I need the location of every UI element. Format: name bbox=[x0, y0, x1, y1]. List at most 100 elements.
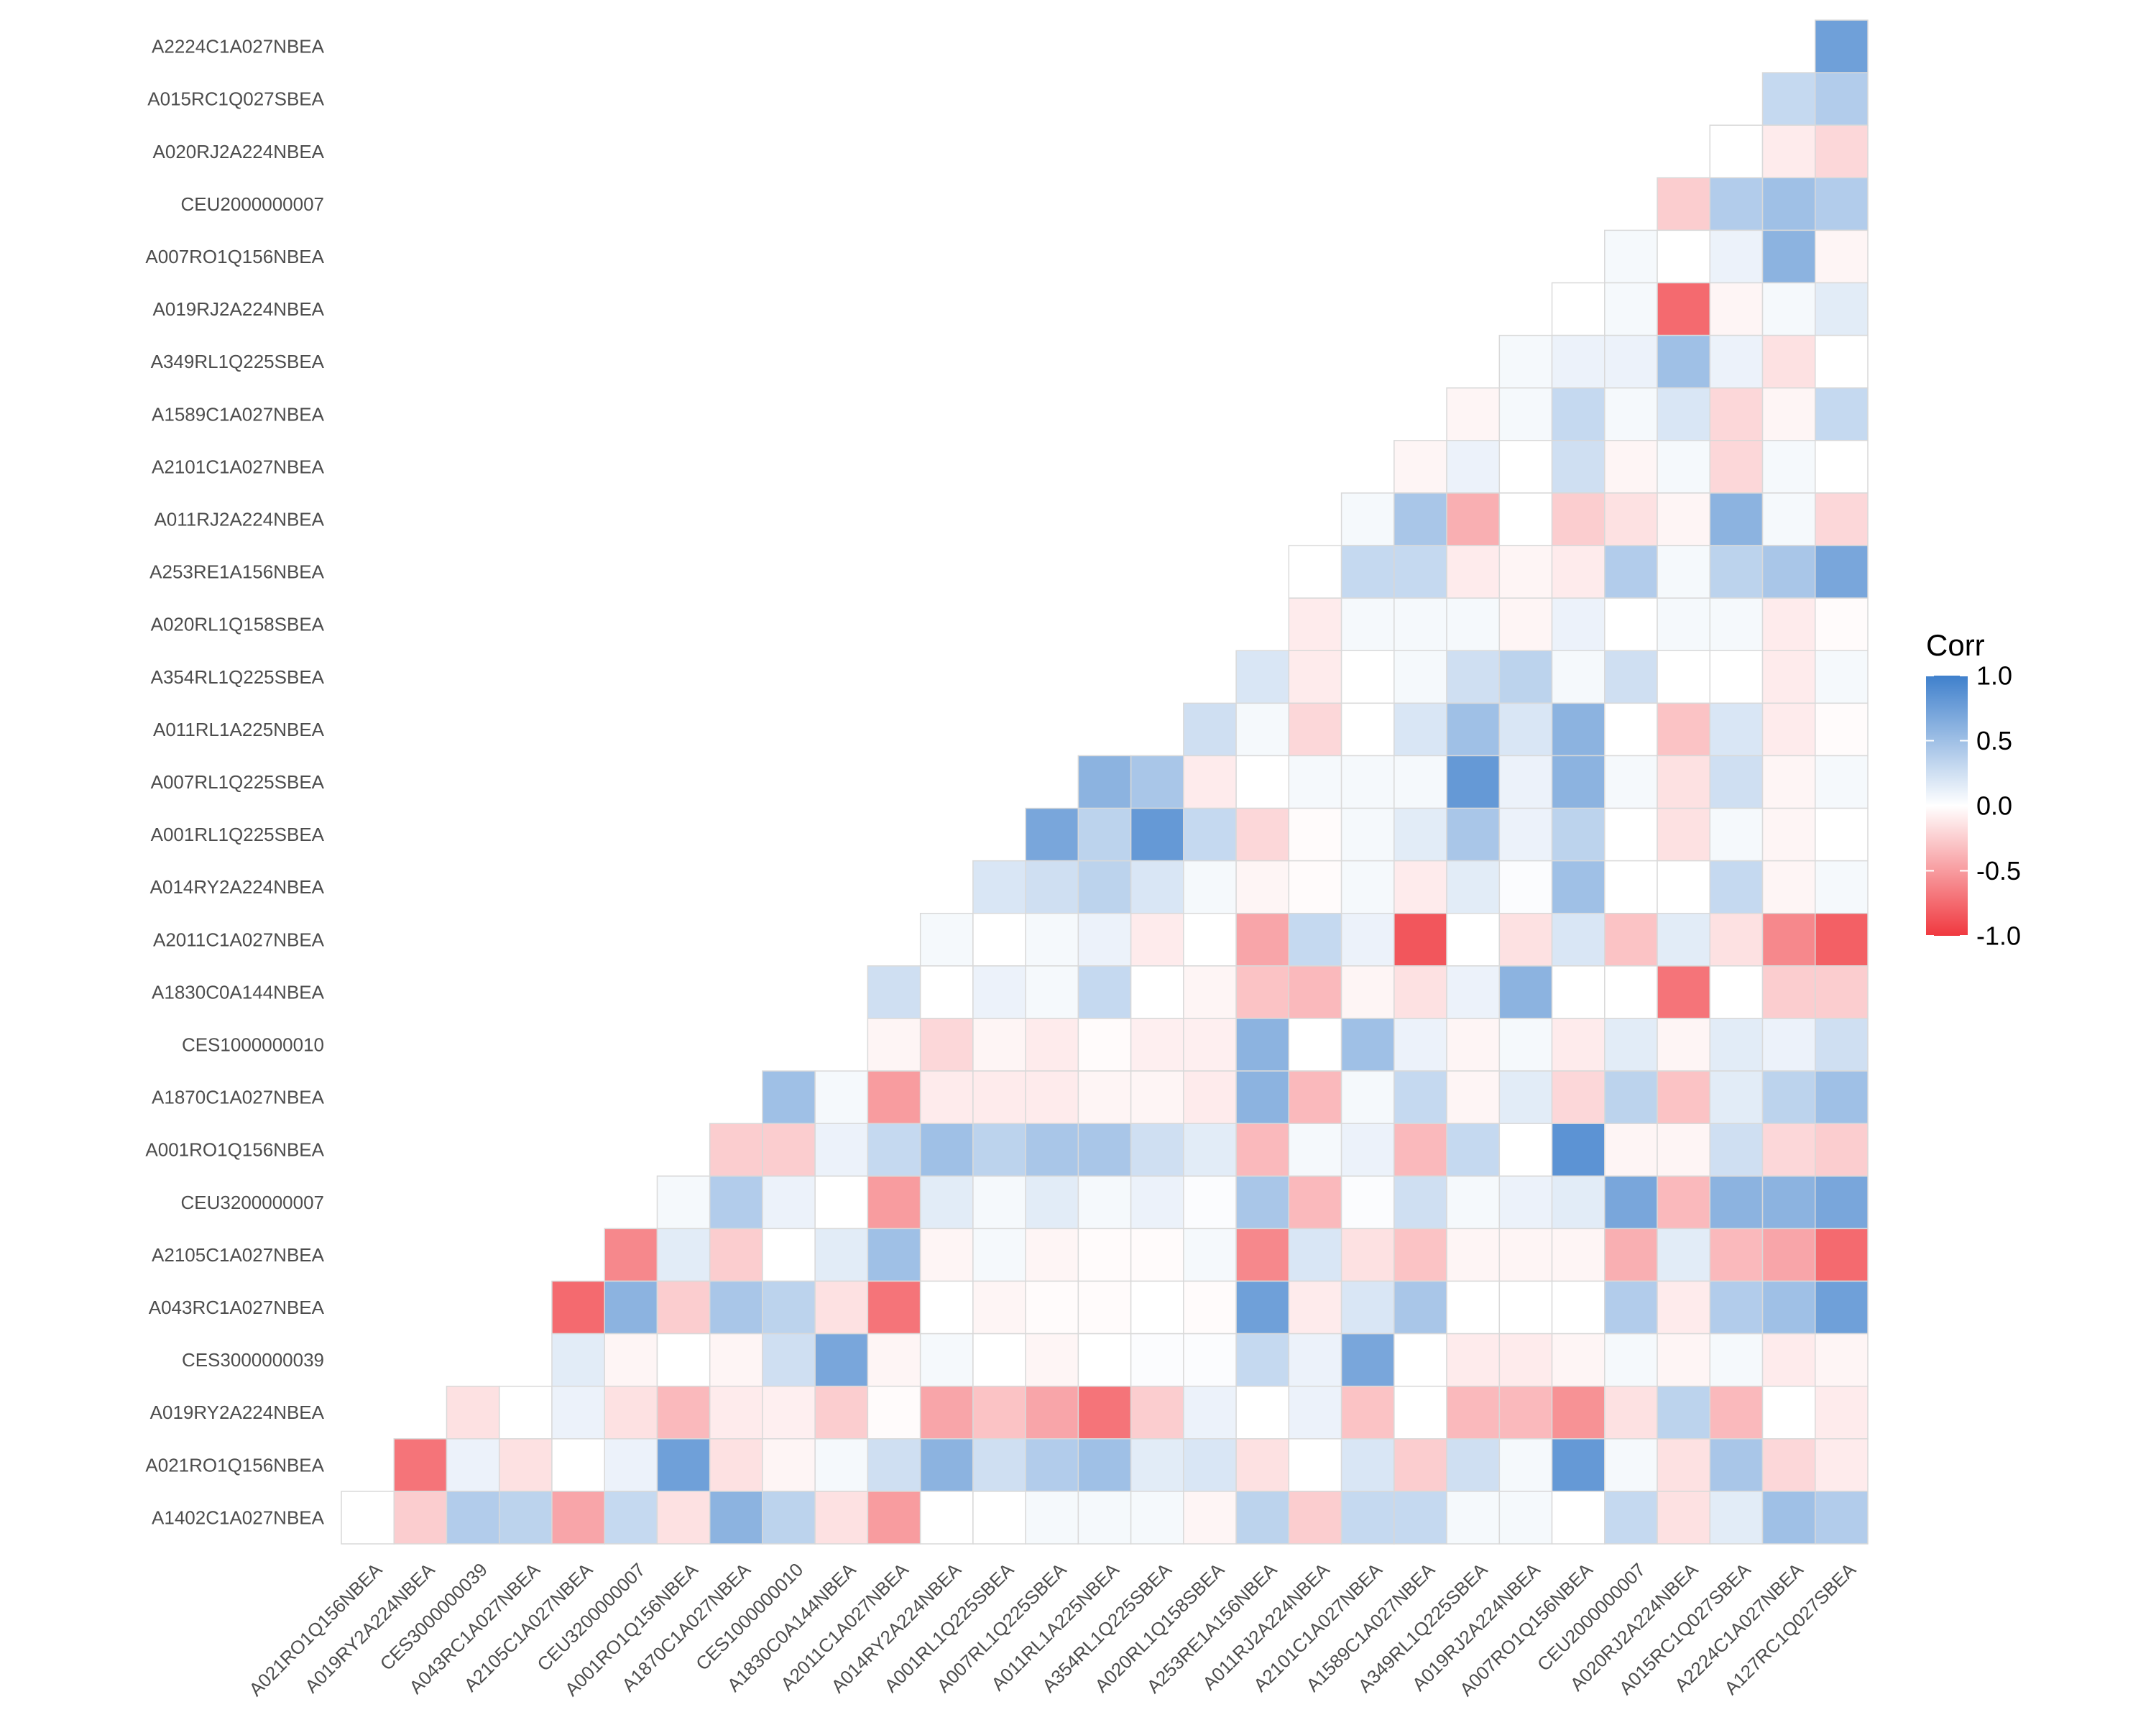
heatmap-cell bbox=[1815, 1018, 1869, 1072]
heatmap-cell bbox=[1183, 702, 1237, 757]
row-label: A1589C1A027NBEA bbox=[152, 403, 325, 425]
heatmap-cell bbox=[656, 1333, 711, 1387]
heatmap-cell bbox=[1130, 860, 1184, 914]
heatmap-cell bbox=[1446, 440, 1501, 494]
heatmap-cell bbox=[919, 1070, 974, 1124]
heatmap-cell bbox=[919, 1018, 974, 1072]
heatmap-cell bbox=[1498, 1228, 1553, 1282]
heatmap-cell bbox=[1551, 282, 1606, 336]
heatmap-cell bbox=[1657, 702, 1711, 757]
heatmap-cell bbox=[1761, 545, 1816, 599]
row-label: A001RL1Q225SBEA bbox=[151, 824, 325, 845]
heatmap-cell bbox=[1393, 755, 1447, 809]
heatmap-cell bbox=[972, 1123, 1026, 1177]
heatmap-cell bbox=[1288, 807, 1342, 862]
heatmap-cell bbox=[919, 1228, 974, 1282]
row-label: A015RC1Q027SBEA bbox=[147, 88, 324, 110]
heatmap-cell bbox=[1288, 1280, 1342, 1335]
heatmap-cells bbox=[341, 19, 1869, 1545]
heatmap-cell bbox=[1235, 702, 1290, 757]
heatmap-cell bbox=[709, 1385, 763, 1440]
heatmap-cell bbox=[1446, 1333, 1501, 1387]
heatmap-cell bbox=[1761, 440, 1816, 494]
heatmap-cell bbox=[1340, 1018, 1395, 1072]
heatmap-cell bbox=[1446, 650, 1501, 704]
heatmap-cell bbox=[919, 1385, 974, 1440]
heatmap-cell bbox=[1709, 124, 1764, 179]
row-label: CES1000000010 bbox=[182, 1034, 324, 1056]
heatmap-cell bbox=[1709, 650, 1764, 704]
heatmap-cell bbox=[1025, 965, 1079, 1019]
heatmap-cell bbox=[1130, 1228, 1184, 1282]
heatmap-cell bbox=[972, 1333, 1026, 1387]
heatmap-cell bbox=[1761, 229, 1816, 284]
heatmap-cell bbox=[1446, 1018, 1501, 1072]
heatmap-cell bbox=[867, 1333, 921, 1387]
heatmap-cell bbox=[1604, 1123, 1658, 1177]
heatmap-cell bbox=[1235, 1280, 1290, 1335]
heatmap-cell bbox=[1340, 913, 1395, 967]
legend-title: Corr bbox=[1926, 628, 1985, 662]
heatmap-cell bbox=[1761, 807, 1816, 862]
heatmap-cell bbox=[656, 1228, 711, 1282]
heatmap-cell bbox=[1340, 965, 1395, 1019]
heatmap-cell bbox=[1235, 1438, 1290, 1492]
heatmap-cell bbox=[1498, 913, 1553, 967]
heatmap-cell bbox=[1815, 1228, 1869, 1282]
heatmap-cell bbox=[867, 1228, 921, 1282]
row-label: A021RO1Q156NBEA bbox=[145, 1454, 324, 1476]
heatmap-cell bbox=[1183, 1018, 1237, 1072]
row-label: A2105C1A027NBEA bbox=[152, 1244, 325, 1266]
heatmap-cell bbox=[1025, 1491, 1079, 1545]
heatmap-cell bbox=[1340, 1491, 1395, 1545]
heatmap-cell bbox=[1235, 913, 1290, 967]
heatmap-cell bbox=[1130, 1123, 1184, 1177]
heatmap-cell bbox=[1657, 650, 1711, 704]
heatmap-cell bbox=[1340, 1175, 1395, 1230]
heatmap-cell bbox=[1340, 492, 1395, 546]
heatmap-cell bbox=[1446, 1385, 1501, 1440]
heatmap-cell bbox=[972, 1438, 1026, 1492]
heatmap-cell bbox=[446, 1438, 500, 1492]
row-label: A011RL1A225NBEA bbox=[153, 719, 325, 740]
heatmap-cell bbox=[1709, 334, 1764, 389]
heatmap-cell bbox=[1657, 1280, 1711, 1335]
heatmap-cell bbox=[1657, 492, 1711, 546]
heatmap-cell bbox=[1393, 545, 1447, 599]
row-label: A011RJ2A224NBEA bbox=[154, 508, 324, 530]
heatmap-cell bbox=[1340, 1280, 1395, 1335]
heatmap-cell bbox=[762, 1385, 816, 1440]
heatmap-cell bbox=[1604, 1438, 1658, 1492]
heatmap-cell bbox=[1393, 1070, 1447, 1124]
heatmap-cell bbox=[1709, 860, 1764, 914]
heatmap-cell bbox=[1551, 807, 1606, 862]
heatmap-cell bbox=[1815, 229, 1869, 284]
heatmap-cell bbox=[1393, 1228, 1447, 1282]
heatmap-cell bbox=[1761, 1280, 1816, 1335]
heatmap-cell bbox=[1446, 1228, 1501, 1282]
heatmap-cell bbox=[1657, 860, 1711, 914]
row-label: A2224C1A027NBEA bbox=[152, 36, 325, 58]
heatmap-cell bbox=[1709, 282, 1764, 336]
heatmap-cell bbox=[1604, 387, 1658, 441]
heatmap-cell bbox=[1446, 965, 1501, 1019]
heatmap-cell bbox=[1709, 597, 1764, 651]
heatmap-cell bbox=[1288, 702, 1342, 757]
heatmap-cell bbox=[1446, 913, 1501, 967]
heatmap-cell bbox=[1604, 650, 1658, 704]
heatmap-cell bbox=[1761, 282, 1816, 336]
heatmap-cell bbox=[1340, 650, 1395, 704]
heatmap-cell bbox=[1551, 702, 1606, 757]
heatmap-cell bbox=[604, 1438, 658, 1492]
heatmap-cell bbox=[1288, 545, 1342, 599]
heatmap-cell bbox=[1498, 1438, 1553, 1492]
heatmap-cell bbox=[1393, 807, 1447, 862]
heatmap-cell bbox=[1709, 492, 1764, 546]
heatmap-cell bbox=[1815, 1491, 1869, 1545]
heatmap-cell bbox=[1077, 913, 1132, 967]
heatmap-cell bbox=[1657, 1438, 1711, 1492]
heatmap-cell bbox=[498, 1385, 553, 1440]
heatmap-cell bbox=[1498, 965, 1553, 1019]
row-labels: A2224C1A027NBEA A015RC1Q027SBEA A020RJ2A22… bbox=[145, 36, 324, 1529]
heatmap-cell bbox=[1340, 1333, 1395, 1387]
